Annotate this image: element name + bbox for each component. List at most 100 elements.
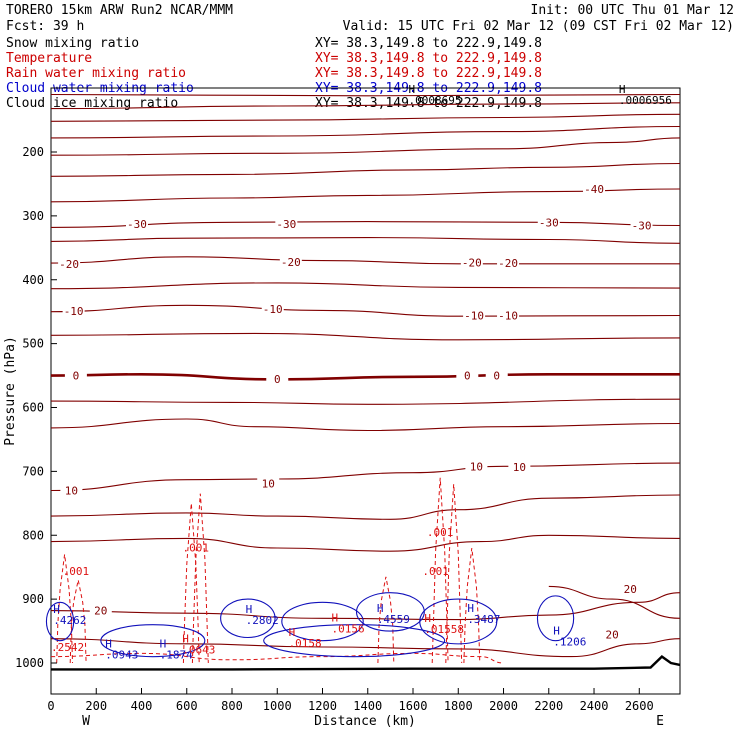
field-xy: XY= 38.3,149.8 to 222.9,149.8 <box>315 66 542 81</box>
label-mask <box>64 369 87 381</box>
x-tick-label: 2200 <box>534 699 563 713</box>
label-mask <box>275 218 298 230</box>
field-xy: XY= 38.3,149.8 to 222.9,149.8 <box>315 36 542 51</box>
label-mask <box>257 477 280 489</box>
extremum-marker: H <box>553 624 560 637</box>
extremum-marker: H <box>332 611 339 624</box>
label-mask <box>601 628 624 640</box>
plot-frame <box>50 87 681 695</box>
x-tick-label: 2600 <box>625 699 654 713</box>
temperature-label: -10 <box>464 310 484 323</box>
temperature-contour <box>50 256 680 265</box>
temperature-contour <box>50 237 681 244</box>
temperature-label: 20 <box>624 583 637 596</box>
temperature-label: -30 <box>539 216 559 229</box>
y-tick-label: 600 <box>22 401 44 415</box>
label-mask <box>279 255 302 267</box>
temperature-label: -20 <box>498 257 518 270</box>
temperature-contour <box>50 102 681 110</box>
label-mask <box>60 484 83 496</box>
temperature-contour <box>50 125 681 139</box>
temperature-label: 0 <box>274 373 281 386</box>
label-mask <box>463 309 486 321</box>
temperature-contour <box>50 534 681 552</box>
rain-contour <box>69 579 87 664</box>
cloud-water-contour <box>220 598 276 639</box>
temperature-label: 0 <box>464 370 471 383</box>
temperature-contours <box>50 93 681 658</box>
field-name: Rain water mixing ratio <box>6 66 186 81</box>
temperature-label: -30 <box>276 218 296 231</box>
temperature-contour <box>50 93 681 97</box>
temperature-contour <box>50 398 681 405</box>
x-tick-label: 600 <box>176 699 198 713</box>
cloud-water-contour <box>355 592 425 632</box>
cloud-water-contour <box>100 624 206 658</box>
temperature-label: -10 <box>64 305 84 318</box>
label-mask <box>537 216 560 228</box>
rain-contour <box>56 554 73 664</box>
temperature-label: 10 <box>262 478 275 491</box>
cloud-water-contour <box>536 595 575 642</box>
label-mask <box>619 582 642 594</box>
label-mask <box>261 303 284 315</box>
rain-contour <box>463 547 481 664</box>
extremum-value: .4262 <box>53 614 86 627</box>
field-name: Snow mixing ratio <box>6 36 139 51</box>
x-tick-label: 200 <box>85 699 107 713</box>
extremum-value: .3487 <box>467 613 500 626</box>
field-xy: XY= 38.3,149.8 to 222.9,149.8 <box>315 96 542 111</box>
y-tick-label: 300 <box>22 209 44 223</box>
cloud-water-contour <box>419 598 498 645</box>
temperature-contour <box>50 221 681 228</box>
terrain <box>51 655 681 671</box>
temperature-label: -30 <box>632 219 652 232</box>
y-tick-label: 500 <box>22 337 44 351</box>
valid-line: Valid: 15 UTC Fri 02 Mar 12 (09 CST Fri … <box>343 19 734 34</box>
temperature-contour <box>50 372 680 381</box>
y-tick-label: 400 <box>22 273 44 287</box>
cloud-water-contours <box>45 592 575 658</box>
extremum-marker: H <box>467 602 474 615</box>
rain-label: .001 <box>427 526 454 539</box>
extremum-marker: H <box>424 612 431 625</box>
extremum-value: .1874 <box>160 649 193 662</box>
label-mask <box>508 460 531 472</box>
extremum-value: .0006956 <box>619 94 672 107</box>
extremum-value: .0943 <box>105 649 138 662</box>
east-label: E <box>656 714 664 729</box>
extremum-marker: H <box>246 603 253 616</box>
extremum-marker: H <box>53 603 60 616</box>
label-mask <box>630 219 653 231</box>
temperature-contour <box>50 332 681 341</box>
field-xy: XY= 38.3,149.8 to 222.9,149.8 <box>315 51 542 66</box>
temperature-label: 0 <box>493 370 500 383</box>
temperature-contour <box>50 162 681 177</box>
extremum-marker: H <box>160 638 167 651</box>
temperature-label: -20 <box>59 258 79 271</box>
extremum-marker: H <box>619 83 626 96</box>
x-axis-label: Distance (km) <box>314 714 416 729</box>
west-label: W <box>82 714 90 729</box>
cloud-water-contour <box>45 601 75 642</box>
label-mask <box>497 309 520 321</box>
extremum-value: .0156 <box>332 622 365 635</box>
temperature-label: 10 <box>65 485 78 498</box>
x-axis: 0 200 400 600 800 1000 1200 1400 1600 1800 2000 220… <box>47 688 654 713</box>
rain-label: .001 <box>63 565 90 578</box>
x-tick-label: 2000 <box>489 699 518 713</box>
extremum-value: .0008695 <box>408 94 461 107</box>
temperature-label: -30 <box>127 218 147 231</box>
x-tick-label: 2400 <box>580 699 609 713</box>
label-mask <box>460 256 483 268</box>
x-tick-label: 0 <box>47 699 54 713</box>
terrain-line <box>51 655 681 671</box>
label-mask <box>266 372 289 384</box>
extremum-value: .0643 <box>182 644 215 657</box>
x-tick-label: 1800 <box>444 699 473 713</box>
temperature-label: -10 <box>263 303 283 316</box>
temperature-label: -10 <box>498 310 518 323</box>
field-list: Snow mixing ratio XY= 38.3,149.8 to 222.9… <box>6 36 542 111</box>
